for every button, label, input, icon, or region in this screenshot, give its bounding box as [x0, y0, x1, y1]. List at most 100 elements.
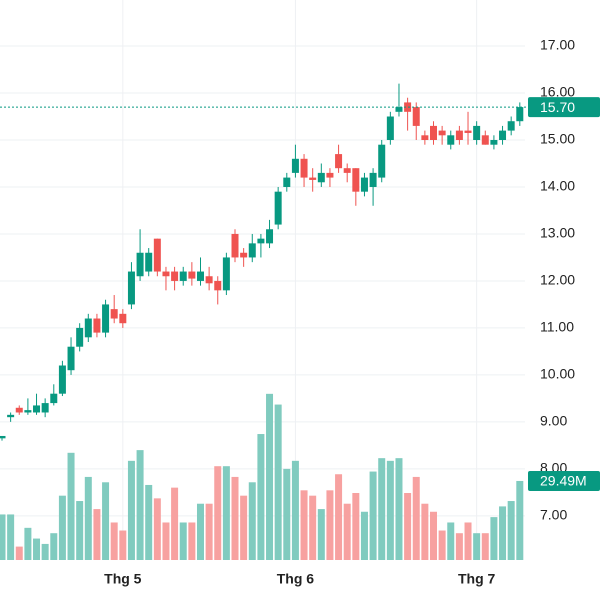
volume-bar [136, 450, 144, 560]
volume-bar [231, 476, 239, 560]
candle-body [283, 177, 291, 187]
candle-body [481, 135, 489, 145]
volume-bar [438, 530, 446, 560]
volume-bar [447, 522, 455, 560]
volume-bar [67, 452, 75, 560]
candle-body [24, 410, 32, 413]
volume-bar [248, 482, 256, 560]
candle-body [67, 346, 75, 371]
candle-body [41, 403, 49, 413]
y-tick-label: 16.00 [540, 84, 575, 100]
candle-body [7, 414, 15, 418]
volume-bar [188, 522, 196, 560]
candle-body [188, 271, 196, 279]
volume-bar [222, 466, 230, 560]
candle-body [127, 271, 135, 305]
candle-body [430, 125, 437, 140]
candle-body [93, 318, 101, 333]
x-tick-label: Thg 5 [104, 571, 142, 587]
volume-bar [58, 495, 66, 560]
candle-body [240, 252, 248, 258]
candle-body [309, 177, 317, 180]
candle-body [162, 271, 170, 277]
volume-bar [15, 546, 23, 560]
candle-body [473, 125, 481, 140]
volume-bar [464, 522, 472, 560]
y-tick-label: 11.00 [540, 319, 574, 335]
volume-bar [395, 458, 403, 560]
volume-bar [76, 501, 84, 560]
volume-bar [430, 511, 437, 560]
volume-bar [507, 501, 515, 560]
y-tick-label: 14.00 [540, 178, 575, 194]
volume-bar [283, 468, 291, 560]
volume-bar [481, 533, 489, 560]
candle-body [378, 144, 386, 178]
volume-bar [490, 517, 498, 560]
candle-body [33, 405, 41, 413]
candle-body [490, 140, 498, 145]
candle-body [412, 107, 420, 126]
volume-bar [455, 533, 463, 560]
x-tick-label: Thg 7 [458, 571, 496, 587]
volume-bar [171, 487, 179, 560]
candle-body [386, 116, 394, 140]
volume-bar [335, 474, 343, 560]
candle-body [266, 229, 274, 244]
candle-body [102, 304, 110, 333]
volume-bar [404, 493, 412, 560]
candle-body [360, 177, 368, 192]
volume-bar [33, 538, 41, 560]
volume-bar [499, 506, 507, 560]
last-volume-label: 29.49M [540, 473, 587, 489]
volume-bar [0, 514, 6, 560]
y-tick-label: 15.00 [540, 131, 575, 147]
candle-body [257, 238, 265, 244]
volume-bar [343, 503, 351, 560]
candle-body [300, 158, 308, 178]
volume-bar [360, 511, 368, 560]
candle-body [196, 271, 204, 281]
candle-body [464, 130, 472, 133]
candle-body [136, 252, 144, 277]
volume-bar [205, 503, 213, 560]
volume-bar [102, 482, 110, 560]
volume-bar [473, 533, 481, 560]
candle-body [15, 407, 23, 413]
candle-body [369, 172, 377, 187]
last-price-label: 15.70 [540, 99, 575, 115]
last-volume-badge [528, 470, 600, 491]
candle-body [499, 130, 507, 140]
candle-body [0, 435, 6, 439]
volume-bar [257, 434, 265, 560]
volume-bar [309, 495, 317, 560]
candle-body [248, 243, 256, 258]
volume-bar [153, 498, 161, 560]
volume-bar [7, 514, 15, 560]
candle-body [179, 271, 187, 281]
volume-bar [179, 522, 187, 560]
candle-body [326, 172, 334, 178]
candle-body [119, 313, 127, 324]
volume-bar [274, 404, 282, 560]
volume-bar [369, 471, 377, 560]
candle-body [214, 280, 222, 291]
candle-body [274, 191, 282, 225]
volume-bar [84, 476, 92, 560]
volume-bar [300, 490, 308, 560]
y-tick-label: 12.00 [540, 272, 575, 288]
volume-bar [291, 460, 299, 560]
volume-bar [93, 509, 101, 560]
candle-body [145, 252, 153, 272]
volume-bar [240, 495, 248, 560]
y-tick-label: 7.00 [540, 507, 567, 523]
y-tick-label: 9.00 [540, 413, 567, 429]
volume-bar [50, 533, 58, 560]
candle-body [171, 271, 179, 281]
candle-body [291, 158, 299, 173]
y-tick-label: 13.00 [540, 225, 575, 241]
y-tick-label: 10.00 [540, 366, 575, 382]
volume-bar [110, 522, 118, 560]
candle-body [58, 365, 66, 394]
